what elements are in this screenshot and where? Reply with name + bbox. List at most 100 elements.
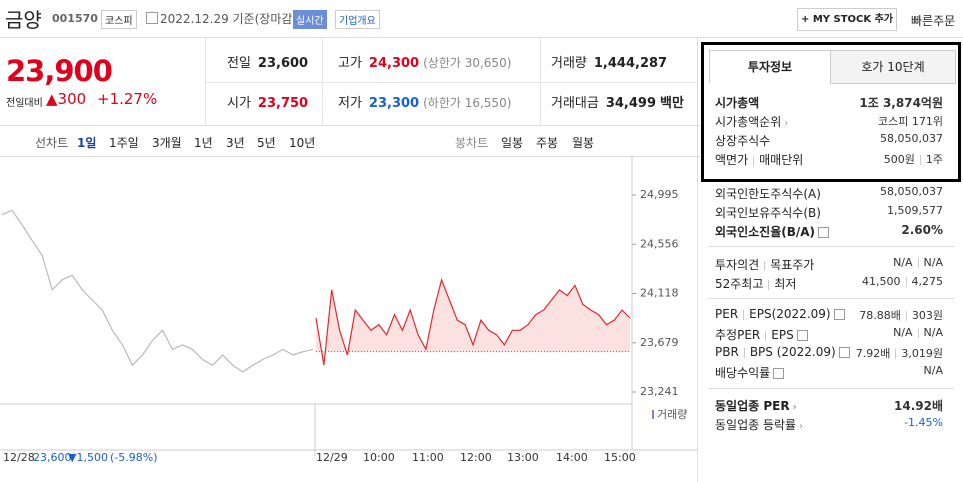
label: 동일업종 등락률	[715, 418, 797, 432]
info-value: N/A N/A	[893, 256, 943, 269]
period-tab[interactable]: 3년	[226, 136, 245, 150]
label: 배당수익률	[715, 366, 771, 380]
prev-change: ▼1,500	[68, 451, 108, 464]
value: N/A	[923, 364, 943, 377]
info-value: 1,509,577	[887, 204, 943, 217]
separator	[768, 279, 770, 290]
period-tab[interactable]: 1주일	[109, 136, 139, 150]
separator	[753, 155, 755, 166]
info-value: 코스피 171위	[878, 113, 943, 129]
link-arrow: ›	[784, 118, 789, 129]
tab[interactable]: 호가 10단계	[830, 50, 956, 84]
info-label: 동일업종 PER ›	[715, 397, 797, 414]
label: 거래대금	[551, 96, 599, 111]
label: EPS	[771, 328, 794, 342]
stock-name: 금양	[5, 8, 42, 32]
label: PBR	[715, 345, 739, 359]
y-tick-label: 23,679	[640, 336, 679, 349]
summary-cell: 거래대금 34,499 백만	[551, 92, 684, 111]
info-label: 투자의견 목표주가	[715, 256, 814, 273]
info-value: 1조 3,874억원	[859, 94, 943, 111]
value: 78.88배	[859, 309, 901, 322]
market-badge: 코스피	[101, 10, 137, 29]
company-dropdown[interactable]: 기업개요	[335, 10, 380, 29]
label: 목표주가	[770, 258, 815, 272]
candle-tab[interactable]: 일봉	[501, 136, 524, 150]
price-line	[1, 209, 314, 373]
value: 23,750	[257, 96, 309, 111]
period-tab[interactable]: 10년	[289, 136, 316, 150]
tab-active[interactable]: 투자정보	[709, 50, 831, 83]
candle-tab[interactable]: 월봉	[572, 136, 595, 150]
x-tick-label: 12/29	[316, 451, 348, 464]
value: 23,600	[257, 56, 309, 71]
info-value: -1.45%	[904, 416, 943, 429]
label: 시가총액	[715, 96, 760, 110]
sub-value: (하한가 16,550)	[423, 96, 512, 110]
info-label: 배당수익률	[715, 364, 785, 381]
label: PER	[715, 307, 739, 321]
y-tick-label: 24,118	[640, 287, 679, 300]
price-chart: 24,995 24,556 24,118 23,679 23,241 거래량 12/28 12…	[0, 156, 697, 464]
period-tab[interactable]: 1년	[194, 136, 213, 150]
help-icon	[796, 330, 808, 341]
divider	[205, 38, 206, 125]
summary-cell: 고가 24,300 (상한가 30,650)	[338, 52, 511, 71]
value: 3,019원	[901, 347, 943, 360]
x-tick-label: 12:00	[460, 451, 492, 464]
value: N/A	[893, 326, 913, 339]
x-tick-label: 12/28	[3, 451, 35, 464]
x-tick-label: 14:00	[556, 451, 588, 464]
label: 매매단위	[759, 153, 804, 167]
x-tick-label: 13:00	[507, 451, 539, 464]
value: 1,509,577	[887, 204, 943, 217]
y-tick-label: 23,241	[640, 385, 679, 398]
info-value: 41,500 4,275	[862, 275, 943, 288]
divider	[205, 82, 697, 83]
period-tab[interactable]: 1일	[77, 136, 97, 150]
separator	[764, 260, 766, 271]
help-icon	[838, 347, 850, 358]
highlight-box	[701, 42, 961, 182]
change-rate: +1.27%	[97, 90, 158, 108]
label: 저가	[338, 96, 362, 111]
separator	[743, 309, 745, 320]
info-label: 시가총액순위 ›	[715, 113, 788, 130]
divider	[708, 388, 954, 389]
info-value: 58,050,037	[880, 185, 943, 198]
summary-cell: 저가 23,300 (하한가 16,550)	[338, 92, 511, 111]
separator	[905, 311, 907, 321]
candle-tab[interactable]: 주봉	[536, 136, 559, 150]
legend-swatch	[652, 410, 654, 419]
value: N/A	[923, 256, 943, 269]
separator	[743, 347, 745, 358]
label: 외국인보유주식수(B)	[715, 206, 821, 220]
x-tick-label: 11:00	[412, 451, 444, 464]
x-tick-label: 15:00	[604, 451, 636, 464]
label: 최저	[774, 277, 797, 291]
label: 고가	[338, 56, 362, 71]
info-label: PER EPS(2022.09)	[715, 307, 845, 321]
info-value: 14.92배	[894, 397, 943, 414]
info-value: 58,050,037	[880, 132, 943, 145]
period-tab[interactable]: 3개월	[152, 136, 182, 150]
info-label: 동일업종 등락률 ›	[715, 416, 803, 433]
sub-value: (상한가 30,650)	[423, 56, 512, 70]
value: 23,300	[368, 96, 420, 111]
y-tick-label: 24,995	[640, 188, 679, 201]
period-tab[interactable]: 5년	[257, 136, 276, 150]
info-label: 외국인소진율(B/A)	[715, 223, 830, 240]
label: 외국인소진율(B/A)	[715, 225, 816, 239]
value: 7.92배	[855, 347, 891, 360]
quick-order[interactable]: 빠른주문	[911, 14, 956, 28]
value: 303원	[911, 309, 943, 322]
help-icon	[818, 227, 830, 238]
label: 추정PER	[715, 328, 761, 342]
realtime-badge[interactable]: 실시간	[293, 10, 327, 29]
y-tick-label: 24,556	[640, 237, 679, 250]
calendar-icon	[146, 12, 158, 24]
mystock-button[interactable]: + MY STOCK 추가	[797, 8, 897, 31]
label: 외국인한도주식수(A)	[715, 187, 821, 201]
label: 상장주식수	[715, 134, 771, 148]
